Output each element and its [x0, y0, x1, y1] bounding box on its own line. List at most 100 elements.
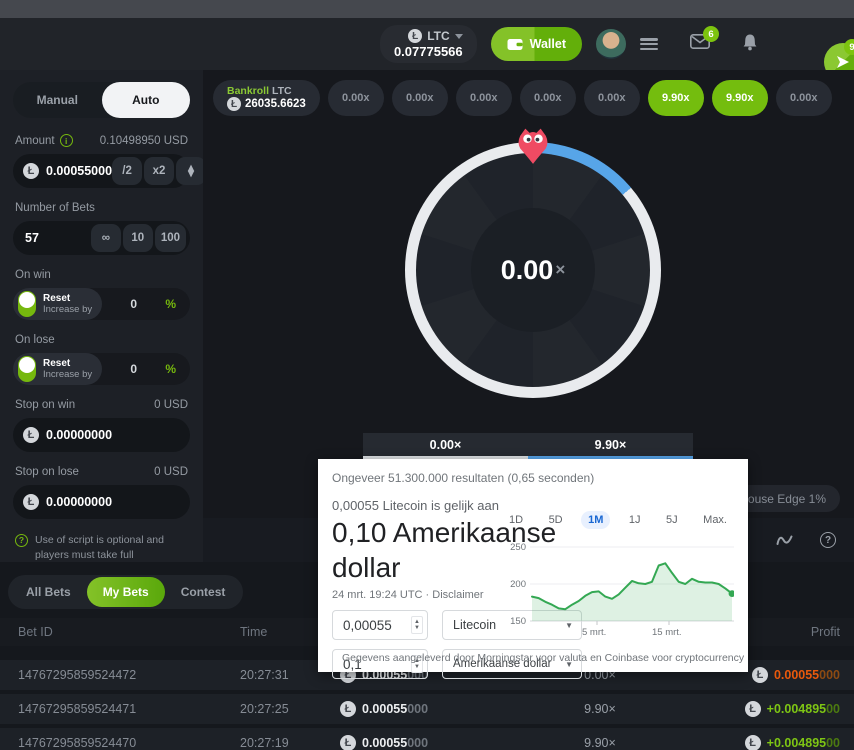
currency-label: LTC — [427, 29, 450, 43]
chart-last-point — [728, 590, 734, 598]
ltc-coin-icon: Ł — [751, 667, 768, 683]
range-tab[interactable]: 5D — [548, 514, 563, 526]
amount-value: 0.00055000 — [46, 164, 113, 178]
from-amount-value: 0,00055 — [343, 617, 392, 633]
from-amount-input[interactable]: 0,00055 ▲ ▼ — [332, 610, 428, 640]
results-count: Ongeveer 51.300.000 resultaten (0,65 sec… — [332, 471, 595, 485]
help-icon[interactable]: ? — [820, 532, 836, 548]
hundred-button[interactable]: 100 — [154, 224, 186, 252]
tab-auto[interactable]: Auto — [101, 82, 190, 118]
bet-profit: Ł +0.00489500 — [670, 735, 840, 750]
tab-all-bets[interactable]: All Bets — [26, 585, 71, 599]
half-button[interactable]: /2 — [112, 157, 143, 185]
result-tabs: 0.00× 9.90× — [363, 433, 693, 459]
mail-button[interactable]: 6 — [690, 26, 719, 54]
table-row[interactable]: 14767295859524471 20:27:25 Ł 0.00055000 9… — [0, 694, 854, 724]
range-tab[interactable]: 1J — [628, 514, 641, 526]
on-lose-label: On lose — [15, 334, 55, 346]
range-tab[interactable]: 5J — [666, 514, 678, 526]
avatar[interactable] — [596, 29, 626, 59]
spinner-icon[interactable]: ▲ ▼ — [411, 655, 423, 673]
navbar: Ł LTC 0.07775566 Wallet 6 9 — [0, 18, 854, 81]
tab-my-bets[interactable]: My Bets — [86, 577, 165, 607]
multiplier-pill-win[interactable]: 9.90x — [711, 80, 768, 116]
help-icon: ? — [15, 534, 28, 547]
chat-badge: 9 — [844, 39, 854, 55]
price-chart: 250 200 150 5 mrt. 15 mrt. — [500, 542, 736, 655]
conversion-label: 0,00055 Litecoin is gelijk aan — [332, 498, 499, 513]
bet-controls-panel: Manual Auto Amount i 0.10498950 USD Ł 0.… — [0, 70, 207, 660]
bet-profit: Ł 0.00055000 — [670, 667, 840, 683]
stop-on-win-input[interactable]: Ł 0.00000000 — [13, 418, 190, 452]
wheel: 0.00 × — [405, 128, 661, 398]
chart-line — [531, 562, 733, 611]
number-of-bets-label: Number of Bets — [15, 202, 95, 214]
tab-lose-multiplier[interactable]: 0.00× — [363, 433, 528, 459]
range-tab-active[interactable]: 1M — [581, 511, 611, 529]
bets-tabs: All Bets My Bets Contest — [8, 575, 244, 609]
on-lose-reset-toggle[interactable]: Reset Increase by — [13, 353, 103, 385]
stop-on-win-usd: 0 USD — [154, 399, 188, 411]
wallet-button[interactable]: Wallet — [490, 27, 582, 61]
multiplier-pill[interactable]: 0.00x — [583, 80, 640, 116]
range-tab[interactable]: 1D — [509, 514, 524, 526]
percent-label: % — [165, 297, 176, 311]
multiplier-pill[interactable]: 0.00x — [775, 80, 832, 116]
mode-switch: Manual Auto — [13, 82, 190, 118]
bet-time: 20:27:25 — [240, 702, 289, 716]
bet-time: 20:27:31 — [240, 668, 289, 682]
multiplier-pill-win[interactable]: 9.90x — [647, 80, 704, 116]
bet-amount: Ł 0.00055000 — [340, 701, 530, 717]
multiplier-pill[interactable]: 0.00x — [391, 80, 448, 116]
bet-profit: Ł +0.00489500 — [670, 701, 840, 717]
y-tick: 200 — [510, 579, 526, 590]
on-lose-value[interactable]: 0 — [130, 362, 138, 376]
percent-label: % — [165, 362, 176, 376]
stop-on-win-value: 0.00000000 — [46, 428, 113, 442]
toggle-icon — [18, 356, 36, 382]
ltc-coin-icon: Ł — [744, 735, 761, 750]
on-win-reset-toggle[interactable]: Reset Increase by — [13, 288, 103, 320]
to-currency-select[interactable]: Amerikaanse dollar ▼ — [442, 649, 582, 679]
chart-area-fill — [532, 563, 732, 621]
currency-selector[interactable]: Ł LTC 0.07775566 — [379, 25, 477, 63]
conversion-timestamp[interactable]: 24 mrt. 19:24 UTC · Disclaimer — [332, 589, 484, 601]
ltc-coin-icon: Ł — [23, 427, 39, 443]
stop-on-lose-input[interactable]: Ł 0.00000000 — [13, 485, 190, 519]
result-value: 0.00 — [500, 254, 554, 285]
to-amount-input[interactable]: 0,1 ▲ ▼ — [332, 649, 428, 679]
info-icon[interactable]: i — [59, 134, 73, 147]
y-tick: 150 — [510, 616, 526, 627]
number-of-bets-input[interactable]: 57 ∞ 10 100 — [13, 221, 190, 255]
from-currency-select[interactable]: Litecoin ▼ — [442, 610, 582, 640]
bankroll-pill[interactable]: Bankroll LTC Ł 26035.6623 — [213, 80, 320, 116]
multiplier-pill[interactable]: 0.00x — [327, 80, 384, 116]
table-row[interactable]: 14767295859524470 20:27:19 Ł 0.00055000 9… — [0, 728, 854, 750]
chevron-down-icon — [454, 33, 463, 39]
on-win-value[interactable]: 0 — [130, 297, 138, 311]
tab-win-multiplier[interactable]: 9.90× — [528, 433, 693, 459]
ltc-coin-icon: Ł — [23, 494, 39, 510]
range-tab[interactable]: Max. — [703, 514, 727, 526]
amount-usd: 0.10498950 USD — [99, 134, 188, 147]
notifications-button[interactable] — [742, 33, 758, 56]
x-tick: 15 mrt. — [652, 627, 682, 638]
ten-button[interactable]: 10 — [122, 224, 153, 252]
wallet-icon — [507, 38, 523, 50]
live-stats-icon[interactable] — [775, 533, 794, 547]
multiplier-pill[interactable]: 0.00x — [455, 80, 512, 116]
y-tick: 250 — [510, 542, 526, 553]
spinner-icon[interactable]: ▲ ▼ — [411, 616, 423, 634]
tab-manual[interactable]: Manual — [36, 93, 78, 107]
bet-time: 20:27:19 — [240, 736, 289, 750]
bet-multiplier: 9.90× — [584, 736, 616, 750]
reset-label: Reset — [43, 293, 71, 304]
amount-input[interactable]: Ł 0.00055000 /2 x2 ▴ ▾ — [13, 154, 207, 188]
double-button[interactable]: x2 — [144, 157, 175, 185]
menu-icon[interactable] — [640, 38, 658, 50]
tab-contest[interactable]: Contest — [180, 585, 226, 599]
amount-stepper[interactable]: ▴ ▾ — [176, 157, 207, 185]
balance-value: 0.07775566 — [393, 44, 463, 59]
multiplier-pill[interactable]: 0.00x — [519, 80, 576, 116]
infinity-button[interactable]: ∞ — [90, 224, 121, 252]
